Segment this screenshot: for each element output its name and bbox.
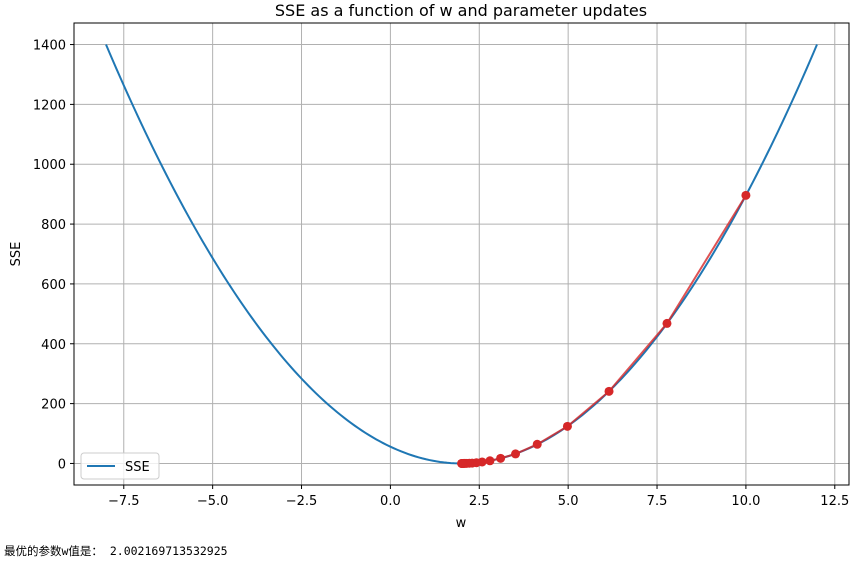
y-axis-label: SSE	[9, 242, 24, 267]
update-point	[532, 439, 542, 449]
x-tick-label: −5.0	[197, 494, 229, 509]
y-tick-label: 1000	[33, 158, 66, 173]
x-tick-label: 2.5	[469, 494, 490, 509]
sse-chart: −7.5 −5.0 −2.5 0.0 2.5 5.0 7.5 10.0 12.5 0 200 400…	[9, 1, 850, 531]
update-point	[562, 421, 572, 431]
update-point	[511, 449, 521, 459]
plot-frame	[73, 22, 850, 486]
update-point	[662, 318, 672, 328]
y-tick-label: 800	[41, 218, 66, 233]
y-tick-label: 400	[41, 338, 66, 353]
legend: SSE	[80, 452, 160, 480]
x-tick-label: −2.5	[286, 494, 318, 509]
x-tick-label: 7.5	[647, 494, 668, 509]
update-point	[457, 458, 467, 468]
x-tick-label: 0.0	[380, 494, 401, 509]
x-tick-label: −7.5	[108, 494, 140, 509]
x-axis-ticks: −7.5 −5.0 −2.5 0.0 2.5 5.0 7.5 10.0 12.5	[108, 485, 849, 509]
y-tick-label: 1200	[33, 98, 66, 113]
chart-title: SSE as a function of w and parameter upd…	[275, 1, 647, 20]
y-tick-label: 200	[41, 398, 66, 413]
legend-box	[80, 452, 160, 480]
grid-lines	[74, 23, 849, 485]
plot-area	[74, 23, 849, 485]
y-axis-ticks: 0 200 400 600 800 1000 1200 1400	[33, 39, 74, 472]
y-tick-label: 600	[41, 278, 66, 293]
x-tick-label: 5.0	[558, 494, 579, 509]
output-value: 2.002169713532925	[102, 544, 228, 558]
legend-sse-label: SSE	[125, 460, 150, 475]
x-axis-label: w	[456, 516, 467, 531]
update-point	[741, 190, 751, 200]
y-tick-label: 0	[58, 457, 66, 472]
update-point	[485, 456, 495, 466]
parameter-updates	[457, 190, 751, 468]
update-point	[496, 453, 506, 463]
x-tick-label: 12.5	[820, 494, 849, 509]
console-output: 最优的参数w值是： 2.002169713532925	[4, 543, 228, 559]
y-tick-label: 1400	[33, 39, 66, 54]
x-tick-label: 10.0	[731, 494, 760, 509]
output-label: 最优的参数w值是：	[4, 544, 103, 558]
update-point	[604, 386, 614, 396]
